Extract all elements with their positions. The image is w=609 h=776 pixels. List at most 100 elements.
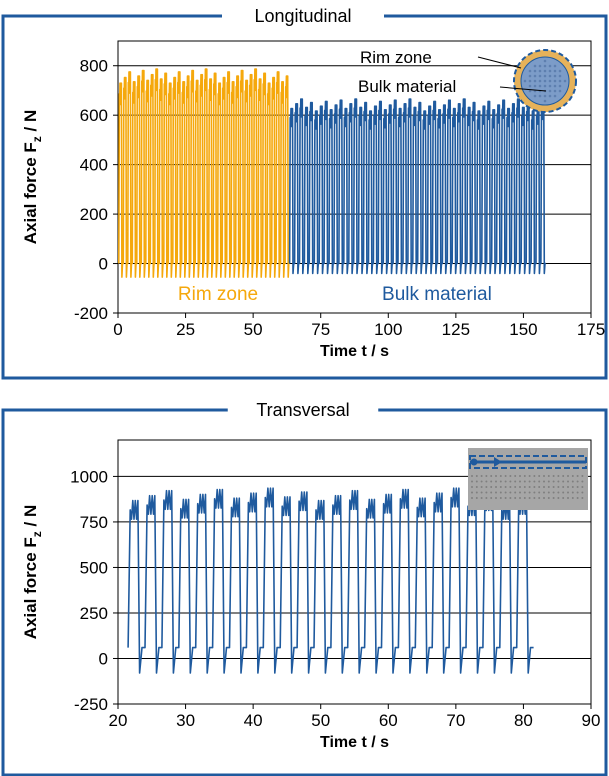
pore-dot	[543, 64, 547, 68]
layer-dot	[567, 491, 569, 494]
pore-dot	[523, 79, 527, 83]
layer-dot	[471, 497, 473, 499]
x-tick-label: 40	[244, 711, 263, 730]
cross-section-inset	[513, 49, 577, 113]
layer-dot	[528, 480, 531, 483]
layer-dot	[538, 480, 541, 483]
layer-dot	[543, 480, 545, 483]
y-tick-label: 200	[80, 205, 108, 224]
layer-dot	[571, 475, 574, 477]
pore-dot	[543, 79, 547, 83]
layer-dot	[475, 480, 478, 483]
layer-dot	[519, 497, 521, 499]
panel-title-gap	[227, 406, 379, 414]
layer-dot	[581, 486, 584, 488]
layer-dot	[504, 480, 507, 483]
layer-dot	[499, 480, 502, 483]
layer-dot	[533, 486, 536, 488]
layer-dot	[480, 497, 483, 499]
pore-dot	[533, 84, 537, 88]
layer-dot	[528, 486, 531, 488]
x-tick-label: 0	[113, 320, 122, 339]
layer-dot	[523, 475, 526, 477]
panel-title: Longitudinal	[254, 6, 351, 26]
layer-dot	[533, 480, 536, 483]
layer-dot	[533, 491, 536, 494]
y-tick-label: 750	[80, 513, 108, 532]
layer-dot	[490, 480, 493, 483]
layer-dot	[528, 491, 531, 494]
x-tick-label: 50	[311, 711, 330, 730]
layer-dot	[523, 497, 526, 499]
transversal-panel: Transversal -250 0 250 500 750 1000 20 30 40 50 60 7…	[0, 394, 609, 776]
y-tick-label: 250	[80, 604, 108, 623]
inset-label-bulk-material: Bulk material	[358, 77, 456, 96]
layer-dot	[543, 486, 545, 488]
pore-dot	[548, 64, 552, 68]
metal-block	[468, 448, 588, 510]
layer-dot	[523, 480, 526, 483]
layer-dot	[471, 475, 473, 477]
pore-dot	[553, 74, 557, 78]
layer-dot	[480, 480, 483, 483]
pore-dot	[533, 69, 537, 73]
x-tick-label: 25	[176, 320, 195, 339]
plot-area	[117, 439, 592, 705]
layer-dot	[557, 497, 560, 499]
x-axis-label: Time t / s	[320, 343, 389, 360]
plot-area	[117, 40, 592, 314]
layer-dot	[519, 480, 521, 483]
layer-dot	[562, 486, 565, 488]
layer-dot	[576, 497, 579, 499]
layer-dot	[557, 486, 560, 488]
layer-dot	[576, 475, 579, 477]
x-tick-label: 125	[442, 320, 470, 339]
y-tick-label: -200	[74, 304, 108, 323]
layer-dot	[538, 475, 541, 477]
longitudinal-chart: Longitudinal -200 0 200 400 600 800 0 25 50 75 100 1…	[1, 6, 608, 380]
layer-dot	[475, 486, 478, 488]
pore-dot	[548, 84, 552, 88]
layer-dot	[567, 486, 569, 488]
pore-dot	[543, 74, 547, 78]
pore-dot	[538, 64, 542, 68]
series-label-bulk-material: Bulk material	[382, 284, 492, 305]
x-tick-label: 20	[109, 711, 128, 730]
pore-dot	[563, 79, 567, 83]
pore-dot	[528, 79, 532, 83]
layer-dot	[495, 491, 497, 494]
pore-dot	[558, 74, 562, 78]
layer-dot	[562, 475, 565, 477]
pore-dot	[533, 94, 537, 98]
layer-dot	[495, 497, 497, 499]
layer-dot	[509, 491, 512, 494]
side-view-inset	[468, 448, 588, 510]
layer-dot	[557, 475, 560, 477]
series-line-0	[127, 487, 534, 674]
layer-dot	[519, 486, 521, 488]
layer-dot	[552, 480, 555, 483]
longitudinal-panel: Longitudinal -200 0 200 400 600 800 0 25 50 75 100 1…	[0, 0, 609, 384]
layer-dot	[581, 497, 584, 499]
layer-dot	[543, 491, 545, 494]
pore-dot	[553, 94, 557, 98]
x-tick-label: 75	[311, 320, 330, 339]
scan-start-marker	[470, 458, 478, 466]
pore-dot	[528, 74, 532, 78]
pore-dot	[538, 94, 542, 98]
layer-dot	[480, 491, 483, 494]
layer-dot	[571, 491, 574, 494]
y-axis-label-main: Axial force F	[21, 537, 40, 639]
x-tick-label: 175	[577, 320, 605, 339]
pore-dot	[543, 59, 547, 63]
pore-dot	[543, 69, 547, 73]
layer-dot	[485, 475, 488, 477]
layer-dot	[519, 491, 521, 494]
layer-dot	[547, 475, 550, 477]
layer-dot	[581, 491, 584, 494]
layer-dot	[509, 497, 512, 499]
pore-dot	[558, 69, 562, 73]
x-tick-label: 80	[514, 711, 533, 730]
pore-dot	[533, 64, 537, 68]
pore-dot	[553, 64, 557, 68]
